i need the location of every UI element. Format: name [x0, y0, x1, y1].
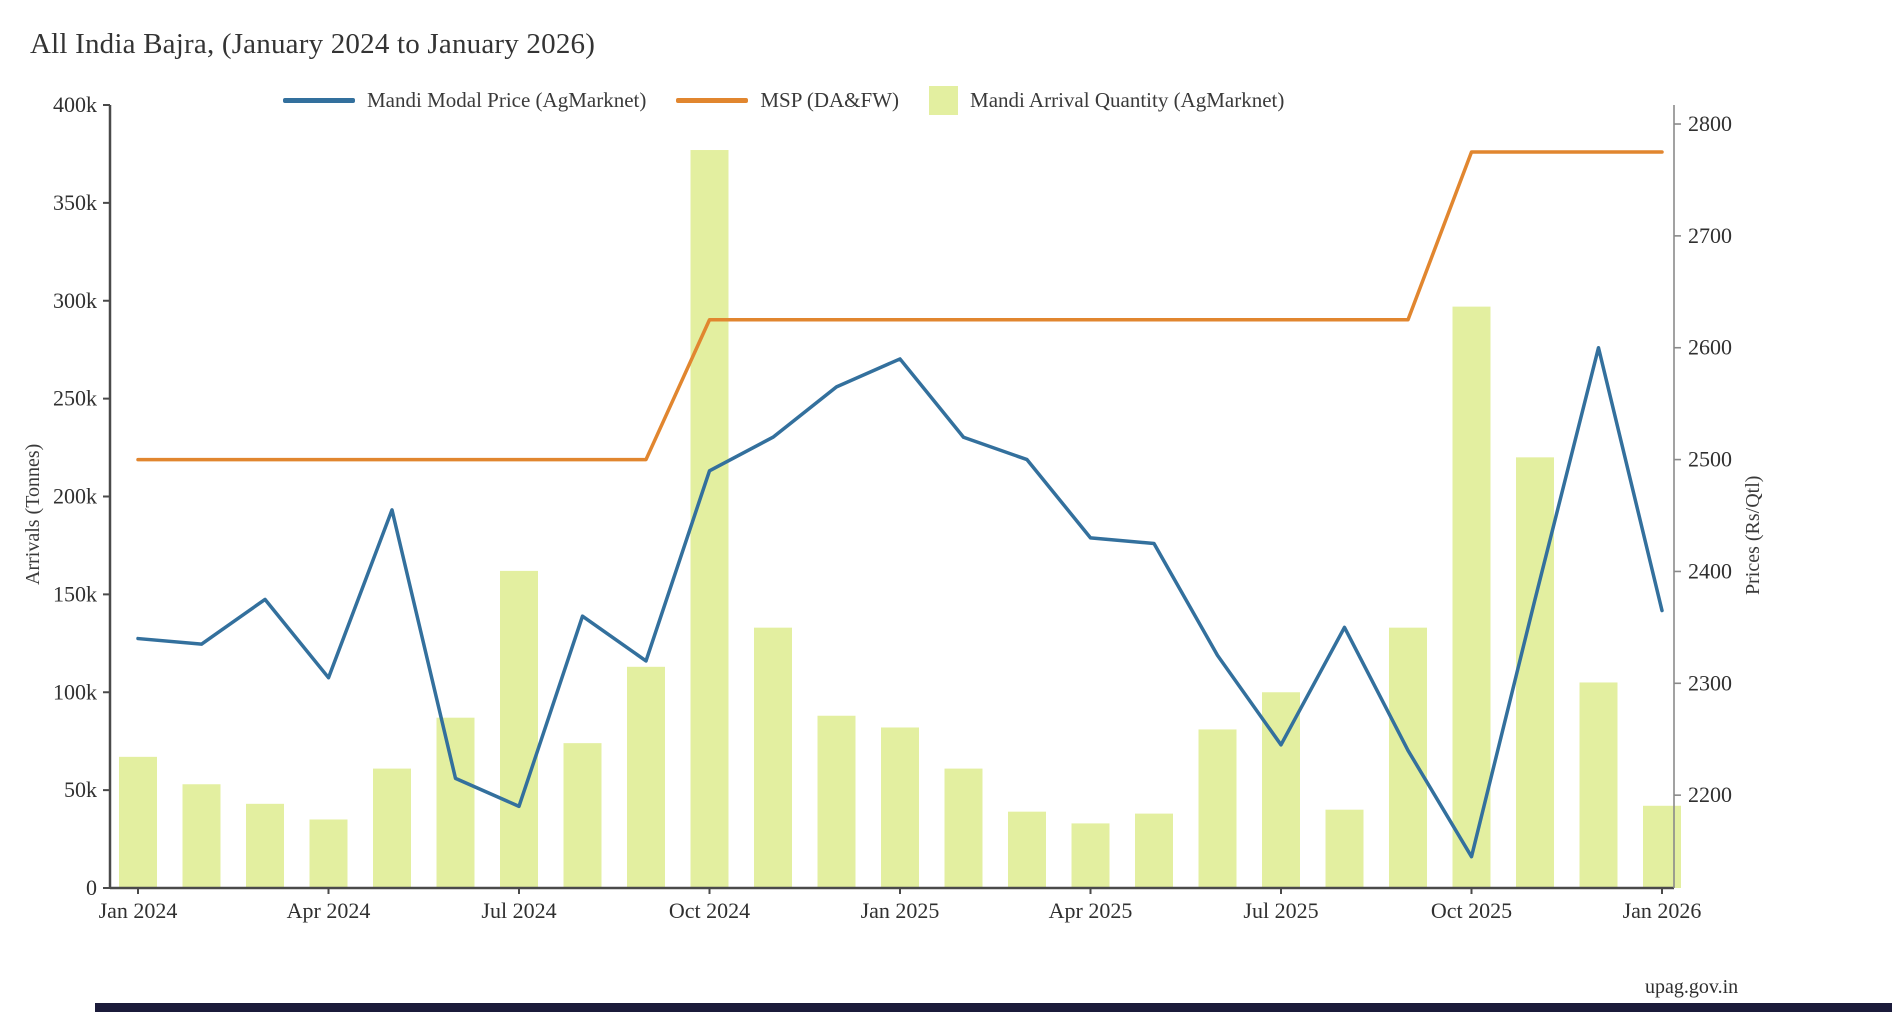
right-tick-label: 2200	[1688, 782, 1732, 807]
x-tick-label: Jul 2025	[1243, 898, 1318, 923]
arrival-bar	[1008, 811, 1046, 888]
legend: Mandi Modal Price (AgMarknet) MSP (DA&FW…	[283, 86, 1284, 115]
chart-title: All India Bajra, (January 2024 to Januar…	[30, 28, 596, 60]
legend-item-arrivals: Mandi Arrival Quantity (AgMarknet)	[929, 86, 1284, 115]
right-tick-label: 2500	[1688, 447, 1732, 472]
arrival-bar	[373, 768, 411, 888]
arrival-bar	[881, 727, 919, 888]
right-tick-label: 2300	[1688, 670, 1732, 695]
arrival-bar	[817, 715, 856, 888]
left-tick-label: 300k	[53, 288, 97, 313]
price-line-swatch-icon	[283, 98, 355, 103]
bottom-strip	[95, 1003, 1892, 1012]
arrival-bar	[436, 717, 475, 888]
x-tick-label: Oct 2025	[1431, 898, 1512, 923]
left-tick-label: 150k	[53, 581, 97, 606]
left-tick-label: 350k	[53, 190, 97, 215]
arrival-bar	[690, 150, 729, 888]
legend-price-label: Mandi Modal Price (AgMarknet)	[367, 88, 647, 112]
arrival-bar	[754, 627, 792, 888]
arrival-bar	[1452, 306, 1491, 888]
right-tick-label: 2400	[1688, 558, 1732, 583]
right-axis-ticks: 2200 2300 2400 2500 2600 2700 2800	[1674, 111, 1732, 807]
arrival-bar	[500, 570, 538, 888]
arrival-bar	[1643, 805, 1681, 888]
arrival-bar	[1135, 813, 1173, 888]
right-tick-label: 2600	[1688, 335, 1732, 360]
right-tick-label: 2800	[1688, 111, 1732, 136]
arrival-bar	[1325, 809, 1364, 888]
msp-line-swatch-icon	[676, 98, 749, 103]
legend-arrivals-label: Mandi Arrival Quantity (AgMarknet)	[970, 88, 1285, 112]
arrival-bar	[944, 768, 983, 888]
x-axis-ticks: Jan 2024 Apr 2024 Jul 2024 Oct 2024 Jan 2025…	[99, 888, 1702, 923]
x-tick-label: Jul 2024	[481, 898, 556, 923]
arrival-bar	[246, 803, 284, 888]
x-tick-label: Jan 2026	[1623, 898, 1702, 923]
watermark: upag.gov.in	[1645, 976, 1739, 998]
arrival-bar	[1198, 729, 1237, 888]
arrival-bar	[1579, 682, 1618, 888]
x-tick-label: Oct 2024	[669, 898, 750, 923]
arrival-bar	[309, 819, 348, 888]
left-tick-label: 0	[86, 875, 97, 900]
left-tick-label: 100k	[53, 679, 97, 704]
arrival-bar	[563, 743, 602, 888]
x-tick-label: Jan 2025	[861, 898, 940, 923]
arrival-bar	[182, 784, 221, 888]
legend-item-msp: MSP (DA&FW)	[676, 88, 899, 113]
arrival-bar	[1516, 457, 1554, 888]
arrivals-bars	[119, 150, 1681, 888]
left-axis-ticks: 0 50k 100k 150k 200k 250k 300k 350k 400k	[53, 92, 110, 900]
arrival-bar	[1071, 823, 1110, 888]
left-tick-label: 200k	[53, 484, 97, 509]
msp-line	[136, 150, 1664, 462]
left-tick-label: 50k	[64, 777, 97, 802]
legend-item-price: Mandi Modal Price (AgMarknet)	[283, 88, 646, 113]
arrival-bar	[627, 666, 665, 888]
x-tick-label: Apr 2025	[1049, 898, 1133, 923]
legend-msp-label: MSP (DA&FW)	[760, 88, 900, 112]
left-tick-label: 400k	[53, 92, 97, 117]
price-line	[136, 345, 1664, 859]
arrivals-bar-swatch-icon	[929, 86, 959, 115]
left-tick-label: 250k	[53, 386, 97, 411]
x-tick-label: Apr 2024	[287, 898, 371, 923]
right-tick-label: 2700	[1688, 223, 1732, 248]
x-tick-label: Jan 2024	[99, 898, 178, 923]
arrival-bar	[1389, 627, 1427, 888]
arrival-bar	[119, 756, 157, 888]
